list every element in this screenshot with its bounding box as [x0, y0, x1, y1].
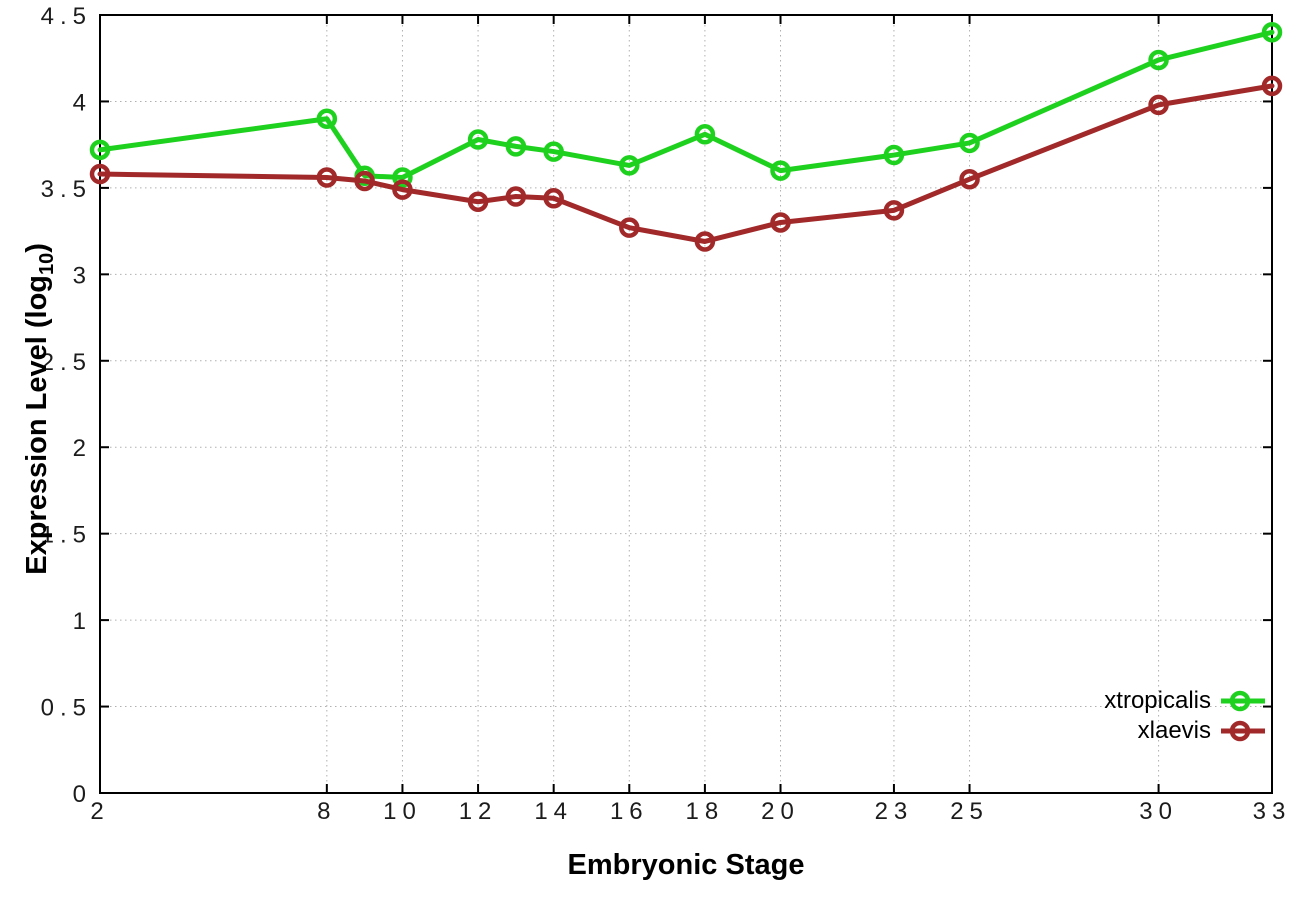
- data-point-xtropicalis-stage-30: [1148, 49, 1169, 71]
- plot-border: [99, 14, 1273, 794]
- data-point-xlaevis-stage-9: [354, 170, 375, 192]
- x-tick-label: 14: [534, 798, 573, 825]
- data-point-xtropicalis-stage-23: [883, 144, 905, 166]
- series-line-xtropicalis: [97, 29, 1275, 181]
- y-axis-title-suffix: ): [21, 243, 54, 253]
- y-tick-label: 4: [73, 89, 92, 116]
- data-point-xlaevis-stage-20: [770, 212, 791, 233]
- data-point-xtropicalis-stage-16: [619, 155, 640, 176]
- data-point-xtropicalis-stage-13: [505, 136, 527, 157]
- data-point-xlaevis-stage-25: [959, 168, 980, 190]
- data-point-xtropicalis-stage-25: [959, 132, 980, 154]
- x-tick-label: 10: [383, 798, 422, 825]
- data-point-xtropicalis-stage-33: [1261, 22, 1283, 43]
- y-tick-label: 2: [73, 435, 92, 462]
- data-point-xlaevis-stage-8: [316, 167, 338, 188]
- y-tick-label: 0: [73, 781, 92, 808]
- x-tick-label: 25: [950, 798, 989, 825]
- legend-label-xlaevis: xlaevis: [1137, 717, 1211, 744]
- legend-label-xtropicalis: xtropicalis: [1104, 687, 1211, 714]
- data-point-xlaevis-stage-10: [392, 179, 413, 200]
- x-tick-label: 8: [317, 798, 336, 825]
- data-point-xtropicalis-stage-8: [316, 108, 338, 129]
- y-tick-label: 0.5: [41, 695, 92, 722]
- y-axis-title-text: Expression Level (log: [21, 274, 54, 575]
- x-tick-label: 20: [761, 798, 800, 825]
- data-point-xlaevis-stage-2: [89, 163, 111, 185]
- y-tick-label: 1: [73, 608, 92, 635]
- x-tick-label: 2: [90, 798, 109, 825]
- series-line-xlaevis: [97, 83, 1275, 244]
- data-point-xtropicalis-stage-12: [467, 129, 489, 150]
- chart-legend: xtropicalis xlaevis: [1104, 686, 1265, 746]
- x-tick-label: 33: [1253, 798, 1292, 825]
- y-tick-label: 3.5: [41, 176, 92, 203]
- data-point-xlaevis-stage-23: [883, 200, 905, 221]
- data-point-xtropicalis-stage-20: [770, 160, 791, 181]
- data-point-xtropicalis-stage-14: [543, 141, 564, 162]
- y-tick-label: 3: [73, 262, 92, 289]
- x-tick-label: 23: [875, 798, 914, 825]
- y-axis-title: Expression Level (log10): [21, 209, 59, 609]
- y-tick-label: 2.5: [41, 349, 92, 376]
- data-point-xlaevis-stage-33: [1261, 75, 1283, 97]
- x-tick-label: 12: [459, 798, 498, 825]
- y-tick-label: 1.5: [41, 522, 92, 549]
- data-point-xlaevis-stage-12: [467, 191, 489, 212]
- y-axis-title-subscript: 10: [35, 252, 58, 275]
- data-point-xtropicalis-stage-18: [694, 124, 716, 145]
- data-point-xlaevis-stage-14: [543, 188, 564, 209]
- data-point-xtropicalis-stage-10: [392, 167, 413, 188]
- data-point-xlaevis-stage-13: [505, 186, 527, 207]
- data-point-xlaevis-stage-16: [619, 217, 640, 238]
- x-tick-label: 18: [686, 798, 725, 825]
- legend-marker-icon-xtropicalis: [1221, 690, 1265, 712]
- data-point-xlaevis-stage-18: [694, 231, 716, 252]
- legend-entry-xtropicalis: xtropicalis: [1104, 686, 1265, 716]
- y-tick-label: 4.5: [41, 3, 92, 30]
- x-axis-title: Embryonic Stage: [567, 849, 805, 881]
- data-point-xtropicalis-stage-2: [89, 139, 111, 161]
- x-tick-label: 30: [1139, 798, 1178, 825]
- legend-entry-xlaevis: xlaevis: [1138, 716, 1265, 746]
- legend-marker-icon-xlaevis: [1221, 720, 1265, 742]
- data-point-xlaevis-stage-30: [1148, 94, 1169, 116]
- x-tick-label: 16: [610, 798, 649, 825]
